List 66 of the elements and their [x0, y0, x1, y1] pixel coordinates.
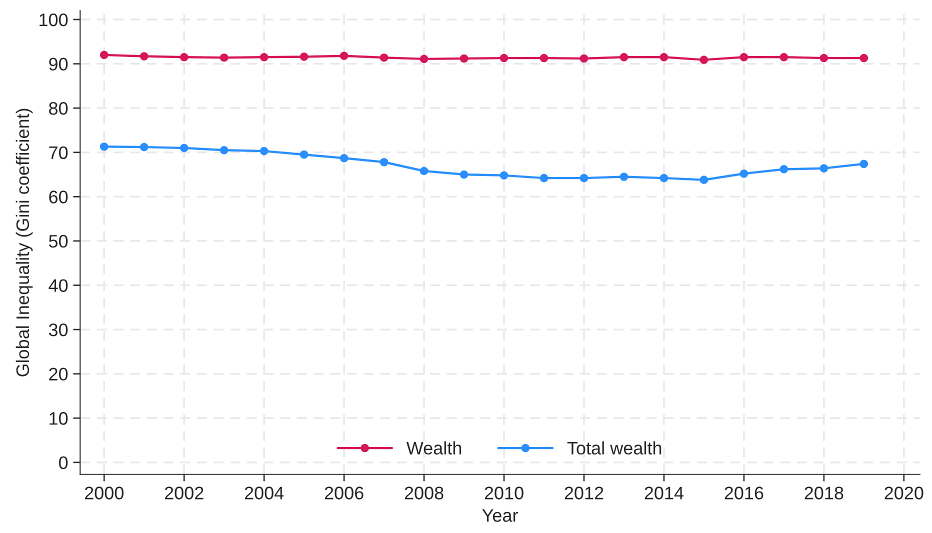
point: [860, 160, 868, 168]
y-tick-label: 100: [40, 13, 68, 26]
point: [220, 53, 228, 62]
point: [820, 164, 828, 172]
x-tick-label: 2000: [84, 486, 124, 500]
point: [660, 52, 668, 62]
x-tick-label: 2004: [244, 486, 284, 500]
point: [260, 146, 268, 156]
y-tick-label: 60: [49, 190, 68, 204]
point: [300, 150, 308, 159]
x-tick-label: 2010: [484, 486, 524, 500]
point: [700, 56, 708, 64]
x-tick-label: 2018: [804, 486, 844, 500]
point: [620, 52, 628, 62]
x-tick-label: 2008: [404, 486, 444, 500]
point: [820, 54, 828, 62]
y-tick-label: 10: [50, 412, 68, 425]
y-tick-label: 70: [49, 146, 68, 160]
point: [380, 158, 388, 166]
point: [460, 54, 468, 63]
point: [580, 54, 588, 63]
point: [460, 170, 468, 179]
point: [100, 142, 108, 151]
y-tick-label: 30: [48, 323, 68, 336]
x-axis-title: Year: [482, 509, 518, 522]
point: [140, 142, 148, 152]
point: [700, 176, 708, 184]
point: [380, 53, 388, 62]
point: [540, 54, 548, 62]
point: [180, 52, 188, 62]
y-tick-label: 20: [49, 368, 68, 381]
point: [580, 174, 588, 182]
y-axis-title: Global Inequality (Gini coefficient): [16, 108, 33, 376]
point: [260, 52, 268, 62]
point: [860, 54, 868, 62]
y-tick-label: 80: [49, 102, 68, 115]
point: [620, 172, 628, 181]
x-tick-label: 2012: [564, 486, 604, 500]
x-tick-label: 2020: [884, 486, 924, 500]
point: [180, 144, 188, 152]
point: [220, 146, 228, 154]
y-tick-label: 40: [48, 279, 68, 292]
point: [340, 52, 348, 60]
y-tick-label: 50: [48, 234, 68, 248]
y-tick-label: 90: [49, 58, 68, 71]
point: [780, 165, 788, 174]
point: [340, 154, 348, 162]
x-tick-label: 2016: [724, 486, 764, 500]
x-tick-label: 2002: [164, 486, 204, 500]
point: [780, 52, 788, 62]
point: [140, 52, 148, 60]
point: [740, 169, 748, 178]
point: [500, 54, 508, 62]
point: [500, 171, 508, 180]
legend-label: Wealth: [406, 441, 462, 455]
point: [420, 54, 428, 64]
x-tick-label: 2014: [644, 486, 684, 500]
point: [300, 52, 308, 61]
x-tick-label: 2006: [324, 486, 364, 500]
point: [420, 166, 428, 176]
point: [540, 174, 548, 182]
legend-label: Total wealth: [567, 441, 662, 455]
point: [660, 174, 668, 182]
point: [740, 52, 748, 62]
y-tick-label: 0: [59, 456, 68, 470]
point: [100, 50, 108, 60]
